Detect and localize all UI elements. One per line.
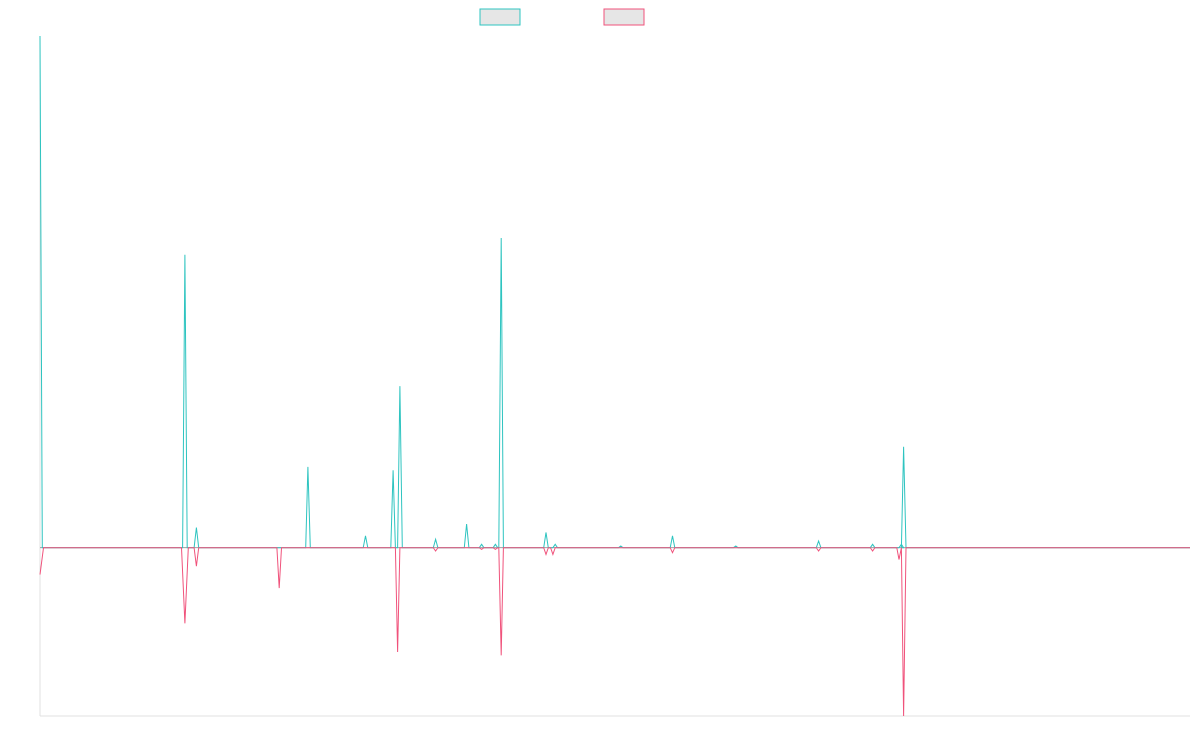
series-line-2 <box>39 547 1190 717</box>
series-line-1 <box>39 35 1190 549</box>
series-group <box>39 35 1190 717</box>
legend[interactable] <box>479 8 645 26</box>
legend-swatch-1[interactable] <box>479 8 521 26</box>
legend-swatch-2[interactable] <box>603 8 645 26</box>
